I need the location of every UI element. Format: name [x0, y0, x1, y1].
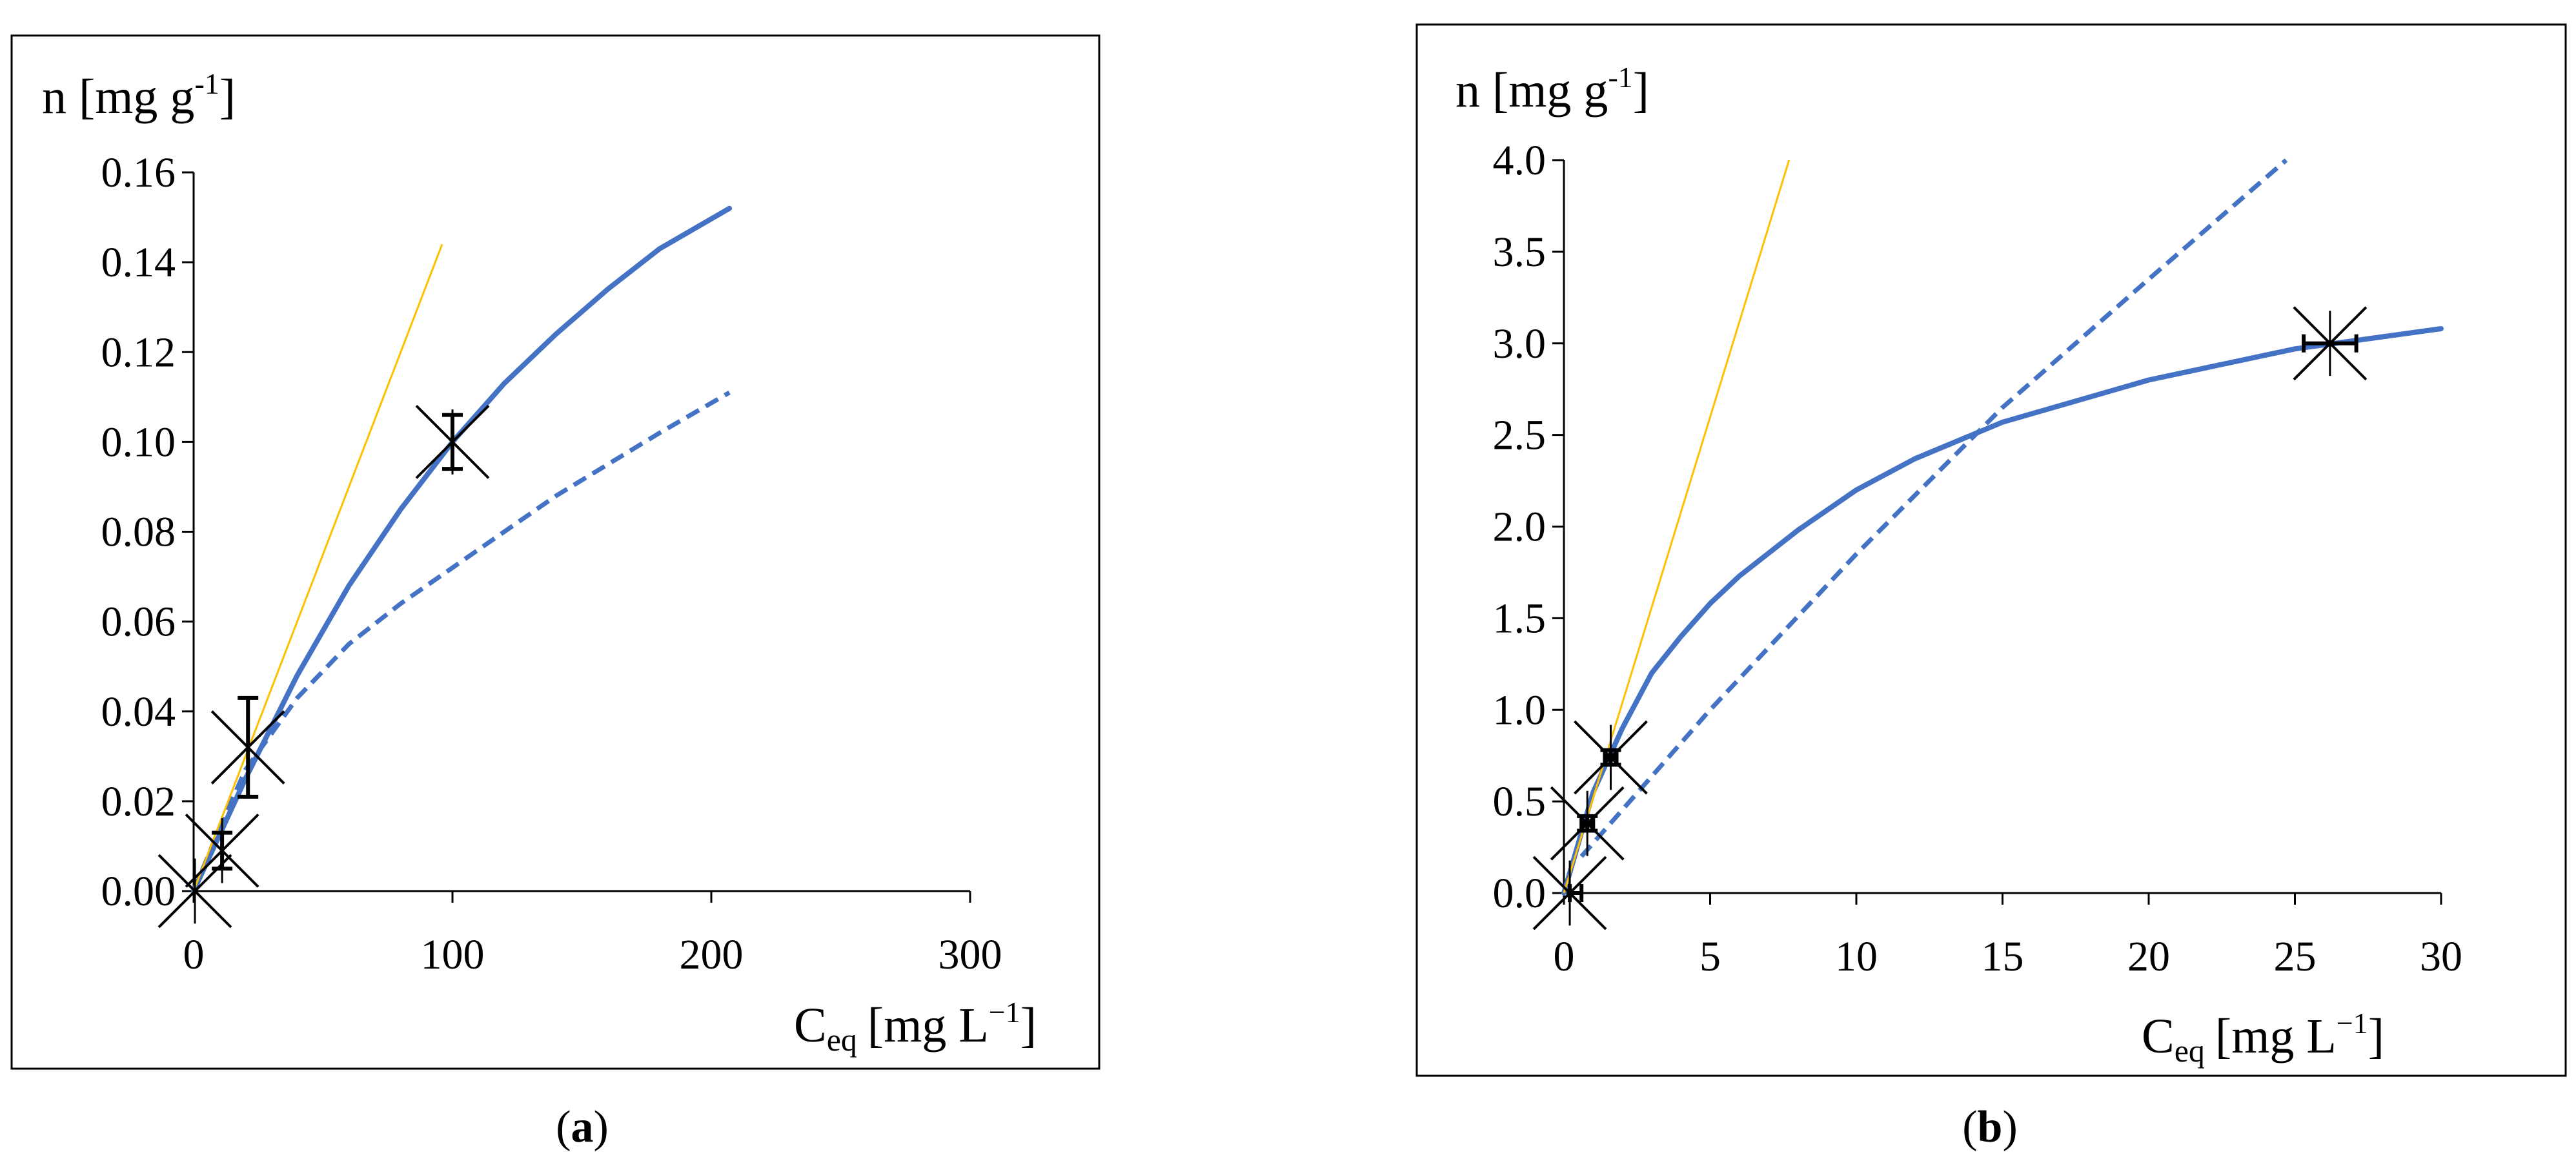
panel-b-x-axis-title: Ceq [mg L−1]: [2142, 1007, 2384, 1069]
panel-b-y-tick-label: 4.0: [1493, 137, 1547, 184]
panel-a-frame: [10, 34, 1100, 1070]
panel-b-x-tick-label: 0: [1554, 933, 1575, 980]
panel-a-y-tick-label: 0.02: [101, 778, 176, 825]
panel-b-y-axis-title: n [mg g-1]: [1455, 61, 1649, 118]
panel-b-x-tick-label: 15: [1982, 933, 2024, 980]
panel-b-series-dashed: [1579, 158, 2288, 858]
panel-b-y-tick-label: 2.5: [1493, 412, 1547, 459]
panel-b: n [mg g-1] Ceq [mg L−1] 0.0 0.5 1.0 1.5 2.0 2.…: [1415, 23, 2567, 1152]
panel-b-data-point: [1574, 720, 1648, 795]
panel-a-data-point: [210, 695, 285, 799]
panel-a-series-dashed: [191, 390, 731, 892]
panel-a-y-axis-title: n [mg g-1]: [42, 67, 236, 124]
panel-b-y-tick-label: 3.5: [1493, 229, 1547, 276]
panel-a-y-tick-label: 0.12: [101, 329, 176, 376]
panel-a-data-point: [185, 813, 259, 888]
panel-b-x-tick-label: 30: [2420, 933, 2462, 980]
panel-b-data-point: [2293, 306, 2368, 381]
panel-b-caption: (b): [1962, 1102, 2018, 1152]
panel-a-x-tick-label: 200: [680, 931, 744, 978]
panel-b-y-tick-label: 2.0: [1493, 504, 1547, 551]
panel-b-x-tick-label: 10: [1835, 933, 1878, 980]
panel-b-data-point: [1532, 856, 1607, 930]
panel-a-x-axis-title: Ceq [mg L−1]: [794, 996, 1037, 1058]
panel-a-caption: (a): [556, 1102, 609, 1152]
panel-a-x-tick-label: 0: [183, 931, 205, 978]
panel-a: n [mg g-1] Ceq [mg L−1] 0.000.020.040.060…: [10, 34, 1100, 1152]
panel-a-data-point: [415, 404, 490, 479]
panel-a-y-tick-label: 0.16: [101, 149, 176, 196]
panel-b-x-tick-label: 5: [1699, 933, 1721, 980]
panel-b-series-thin: [1563, 159, 1790, 894]
panel-b-plot-area: 0.0 0.5 1.0 1.5 2.0 2.5 3.0 3.5 4.0 0 5 10 15 20 25 30: [1493, 137, 2463, 980]
panel-b-y-tick-label: 0.0: [1493, 870, 1547, 917]
panel-a-y-tick-label: 0.00: [101, 868, 176, 915]
panel-b-y-tick-label: 3.0: [1493, 320, 1547, 367]
panel-b-y-tick-label: 1.0: [1493, 686, 1547, 734]
panel-a-x-tick-label: 300: [938, 931, 1002, 978]
panel-a-y-tick-label: 0.04: [101, 688, 176, 735]
panel-a-x-tick-label: 100: [421, 931, 485, 978]
panel-b-data-point: [1550, 786, 1625, 861]
panel-b-x-tick-label: 20: [2127, 933, 2170, 980]
panel-a-y-tick-label: 0.14: [101, 239, 176, 286]
panel-a-plot-area: 0.00 0.02 0.04 0.06 0.08 0.10 0.12 0.14 0.16 0 100…: [101, 149, 1002, 978]
panel-b-x-tick-label: 25: [2274, 933, 2317, 980]
panel-b-frame: [1415, 23, 2567, 1077]
panel-b-y-tick-label: 0.5: [1493, 778, 1547, 825]
panel-a-y-tick-label: 0.06: [101, 599, 176, 646]
panel-a-y-tick-label: 0.10: [101, 418, 176, 466]
panel-b-series-solid: [1561, 326, 2444, 896]
panel-b-y-tick-label: 1.5: [1493, 595, 1547, 642]
panel-a-y-tick-label: 0.08: [101, 509, 176, 556]
panel-a-series-thin: [192, 243, 443, 892]
panel-a-series-solid: [191, 205, 733, 894]
